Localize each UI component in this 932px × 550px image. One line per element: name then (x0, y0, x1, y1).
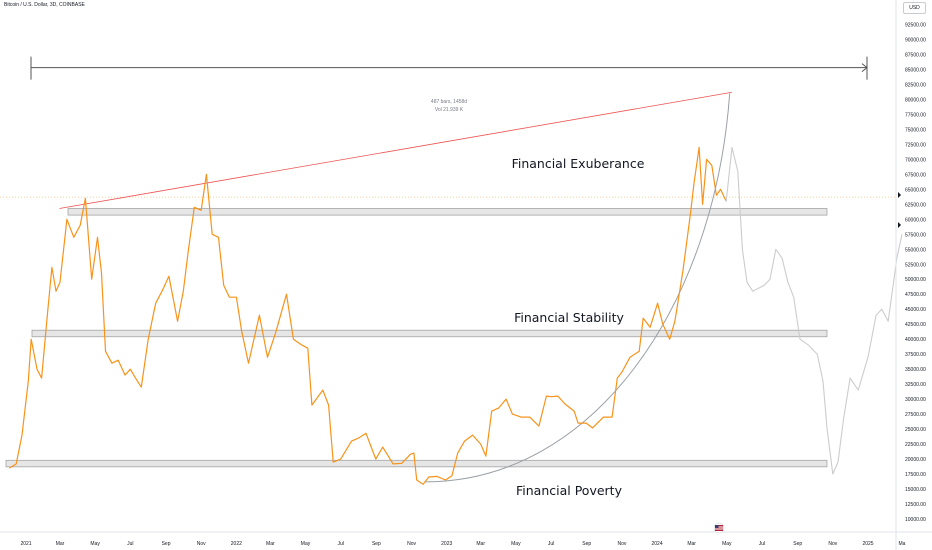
time-tick-label: 2021 (20, 541, 31, 547)
zone-band-2[interactable] (5, 459, 828, 468)
time-tick-label: Sep (372, 541, 381, 547)
price-tick-label: 30000.00 (905, 397, 926, 403)
time-tick-label: Sep (582, 541, 591, 547)
price-tick-label: 37500.00 (905, 352, 926, 358)
time-tick-label: May (301, 541, 311, 547)
price-tick-label: 45000.00 (905, 307, 926, 313)
date-range-label-1: Vol 21.939 K (435, 107, 464, 113)
price-tick-label: 47500.00 (905, 292, 926, 298)
price-tick-label: 55000.00 (905, 247, 926, 253)
time-tick-label: Mar (266, 541, 275, 547)
price-tick-label: 12500.00 (905, 502, 926, 508)
parabolic-curve[interactable] (425, 93, 731, 483)
price-tick-label: 65000.00 (905, 187, 926, 193)
time-tick-label: Mar (687, 541, 696, 547)
time-tick-label: Jul (548, 541, 554, 547)
zone-band-0[interactable] (67, 208, 828, 216)
price-tick-label: 92500.00 (905, 23, 926, 29)
price-tick-label: 42500.00 (905, 322, 926, 328)
time-tick-label: Sep (793, 541, 802, 547)
price-tick-label: 25000.00 (905, 427, 926, 433)
price-tick-label: 57500.00 (905, 232, 926, 238)
price-tick-label: 40000.00 (905, 337, 926, 343)
price-tick-label: 32500.00 (905, 382, 926, 388)
date-range-arrow (861, 63, 868, 73)
price-tick-label: 52500.00 (905, 262, 926, 268)
price-tick-label: 80000.00 (905, 97, 926, 103)
price-tick-label: 20000.00 (905, 457, 926, 463)
time-tick-label: Nov (407, 541, 416, 547)
price-tick-label: 60000.00 (905, 217, 926, 223)
zone-label-2: Financial Poverty (516, 483, 623, 498)
price-tick-label: 22500.00 (905, 442, 926, 448)
price-tick-label: 72500.00 (905, 142, 926, 148)
us-flag-icon[interactable] (713, 522, 725, 534)
date-range-label-0: 487 bars, 1458d (431, 99, 467, 105)
time-tick-label: 2023 (441, 541, 452, 547)
time-tick-label: Jul (127, 541, 133, 547)
symbol-title: Bitcoin / U.S. Dollar, 3D, COINBASE (4, 2, 85, 8)
price-tick-label: 82500.00 (905, 82, 926, 88)
time-tick-label: 2024 (652, 541, 663, 547)
time-tick-label: Nov (828, 541, 837, 547)
zone-label-0: Financial Exuberance (512, 156, 645, 171)
price-tick-label: 75000.00 (905, 127, 926, 133)
time-tick-label: Nov (197, 541, 206, 547)
price-tick-label: 50000.00 (905, 277, 926, 283)
time-tick-label: Nov (617, 541, 626, 547)
time-tick-label: Jul (759, 541, 765, 547)
btc-price-line[interactable] (8, 146, 727, 485)
price-marker-icon (898, 192, 901, 198)
time-tick-label: Ma (899, 541, 906, 547)
time-tick-label: Sep (162, 541, 171, 547)
price-marker-icon (898, 222, 901, 228)
time-tick-label: 2025 (862, 541, 873, 547)
time-tick-label: May (511, 541, 521, 547)
price-tick-label: 62500.00 (905, 202, 926, 208)
price-tick-label: 90000.00 (905, 37, 926, 43)
price-tick-label: 67500.00 (905, 172, 926, 178)
price-tick-label: 35000.00 (905, 367, 926, 373)
zone-label-1: Financial Stability (514, 310, 624, 325)
zone-band-1[interactable] (31, 329, 828, 338)
time-tick-label: Mar (476, 541, 485, 547)
time-tick-label: May (90, 541, 100, 547)
price-tick-label: 17500.00 (905, 472, 926, 478)
price-tick-label: 27500.00 (905, 412, 926, 418)
time-tick-label: Mar (56, 541, 65, 547)
resistance-trendline[interactable] (59, 91, 733, 209)
price-tick-label: 10000.00 (905, 517, 926, 523)
time-tick-label: Jul (337, 541, 343, 547)
projection-line[interactable] (725, 146, 903, 475)
price-tick-label: 85000.00 (905, 67, 926, 73)
price-tick-label: 77500.00 (905, 112, 926, 118)
currency-button[interactable]: USD (903, 2, 926, 14)
time-tick-label: May (722, 541, 732, 547)
price-tick-label: 70000.00 (905, 157, 926, 163)
time-tick-label: 2022 (231, 541, 242, 547)
price-tick-label: 87500.00 (905, 52, 926, 58)
price-tick-label: 15000.00 (905, 487, 926, 493)
